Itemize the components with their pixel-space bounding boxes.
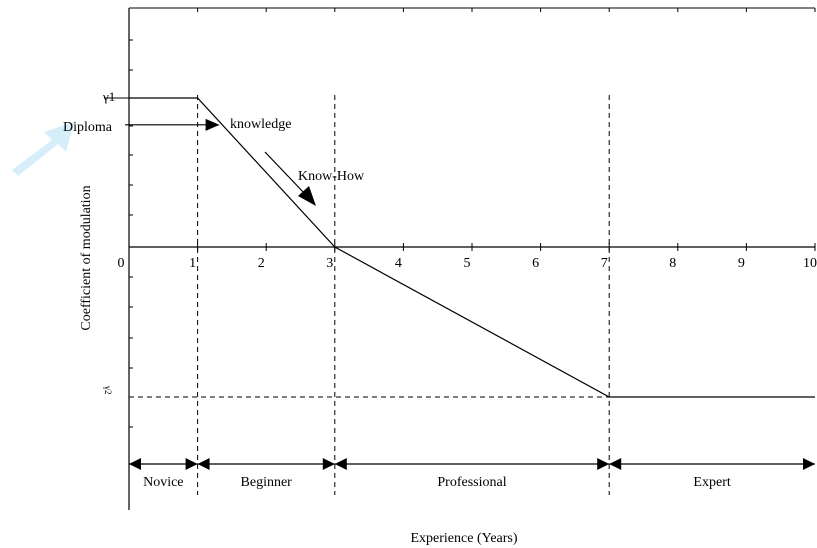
x-tick-label-3: 3 xyxy=(326,256,333,271)
stage-arrow-left-0 xyxy=(129,458,141,470)
know-how-arrow-line xyxy=(264,151,307,196)
knowledge-label: knowledge xyxy=(230,117,291,132)
x-tick-label-5: 5 xyxy=(464,256,471,271)
x-axis-label: Experience (Years) xyxy=(410,531,517,546)
x-tick-label-2: 2 xyxy=(258,256,265,271)
decorative-arrow xyxy=(12,122,74,176)
stage-label-1: Beginner xyxy=(241,475,293,490)
axes xyxy=(104,7,816,510)
y-axis-label: Coefficient of modulation xyxy=(79,185,94,330)
stage-arrow-right-1 xyxy=(322,458,335,470)
stage-arrow-left-2 xyxy=(334,458,347,470)
y-label-gamma2: γ2 xyxy=(103,385,113,394)
stage-arrow-right-0 xyxy=(185,458,198,470)
stage-arrow-right-2 xyxy=(597,458,610,470)
stage-band: Novice Beginner Professional Expert xyxy=(129,458,815,490)
x-tick-label-6: 6 xyxy=(532,256,539,271)
x-tick-label-9: 9 xyxy=(738,256,745,271)
stage-arrow-left-1 xyxy=(197,458,210,470)
stage-arrow-right-3 xyxy=(803,458,815,470)
series xyxy=(125,97,815,398)
know-how-arrow-head xyxy=(298,186,316,206)
stage-arrow-left-3 xyxy=(609,458,622,470)
stage-label-2: Professional xyxy=(437,475,506,490)
x-tick-labels: 0 1 2 3 4 5 6 7 8 9 10 xyxy=(118,256,817,271)
series-line-0 xyxy=(129,97,815,398)
x-tick-label-10: 10 xyxy=(803,256,817,271)
x-tick-label-0: 0 xyxy=(118,256,125,271)
y-label-gamma1: γ1 xyxy=(102,89,115,104)
x-tick-label-4: 4 xyxy=(395,256,402,271)
stage-label-0: Novice xyxy=(143,475,183,490)
x-tick-label-7: 7 xyxy=(601,256,608,271)
reference-lines xyxy=(129,95,610,495)
stage-label-3: Expert xyxy=(693,475,730,490)
x-tick-label-8: 8 xyxy=(669,256,676,271)
diploma-label: Diploma xyxy=(63,120,113,135)
x-tick-label-1: 1 xyxy=(189,256,196,271)
know-how-label: Know-How xyxy=(298,169,365,184)
diploma-arrow-head xyxy=(205,118,220,131)
